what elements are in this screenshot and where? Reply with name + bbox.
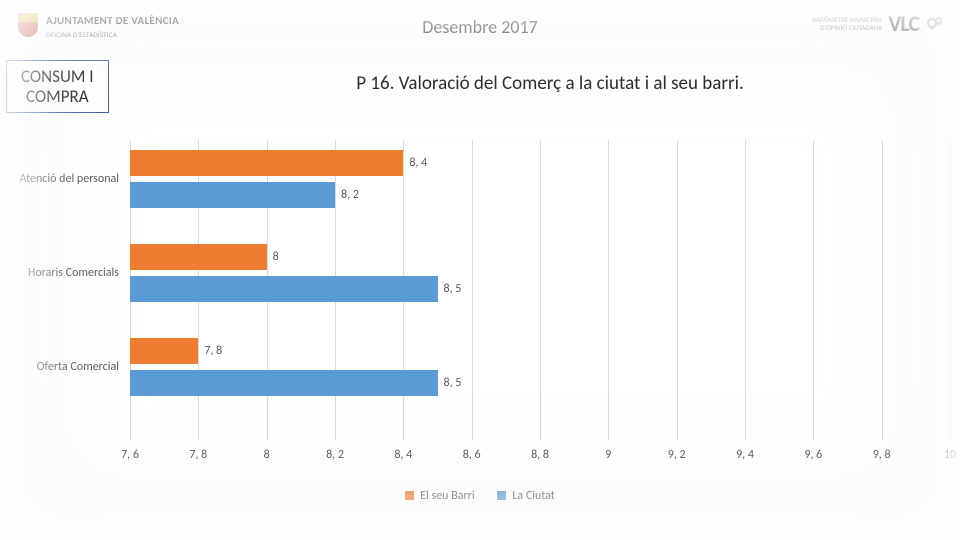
bar-value-label: 8, 5 bbox=[438, 376, 462, 390]
bar-value-label: 8, 5 bbox=[438, 282, 462, 296]
bar bbox=[130, 244, 267, 270]
chart-title: P 16. Valoració del Comerç a la ciutat i… bbox=[200, 72, 900, 96]
gridline bbox=[677, 140, 678, 440]
legend-swatch-1 bbox=[497, 491, 506, 500]
bar-value-label: 8 bbox=[267, 250, 279, 264]
vlc-text: VLC bbox=[888, 10, 919, 37]
right-logo: BARÒMETRE MUNICIPAL D'OPINIÓ CIUTADANA V… bbox=[812, 10, 942, 37]
x-tick-label: 9 bbox=[605, 448, 611, 462]
x-tick-label: 9, 8 bbox=[873, 448, 891, 462]
bar-value-label: 8, 2 bbox=[335, 188, 359, 202]
x-tick-label: 7, 8 bbox=[189, 448, 207, 462]
gridline bbox=[950, 140, 951, 440]
pin-icon bbox=[925, 14, 942, 33]
x-tick-label: 10 bbox=[944, 448, 956, 462]
gridline bbox=[540, 140, 541, 440]
bar-value-label: 8, 4 bbox=[403, 156, 427, 170]
slide: AJUNTAMENT DE VALÈNCIA OFICINA D'ESTADÍS… bbox=[0, 0, 960, 540]
gridline bbox=[813, 140, 814, 440]
bar bbox=[130, 150, 403, 176]
legend-label-0: El seu Barri bbox=[420, 489, 474, 503]
x-tick-label: 8, 6 bbox=[463, 448, 481, 462]
legend-item-1: La Ciutat bbox=[497, 489, 555, 503]
gridline bbox=[472, 140, 473, 440]
bar-value-label: 7, 8 bbox=[198, 344, 222, 358]
gridline bbox=[745, 140, 746, 440]
x-tick-label: 8, 2 bbox=[326, 448, 344, 462]
bar bbox=[130, 182, 335, 208]
legend: El seu Barri La Ciutat bbox=[0, 489, 960, 505]
x-tick-label: 8 bbox=[264, 448, 270, 462]
legend-item-0: El seu Barri bbox=[405, 489, 474, 503]
section-tag: CONSUM I COMPRA bbox=[6, 60, 109, 113]
x-tick-label: 8, 8 bbox=[531, 448, 549, 462]
gridline bbox=[882, 140, 883, 440]
chart: 7, 6 7, 8 8 8, 2 8, 4 8, 6 8, 8 9 9, 2 9, 4 9, 6 9,… bbox=[0, 140, 960, 510]
x-tick-label: 9, 2 bbox=[668, 448, 686, 462]
header: AJUNTAMENT DE VALÈNCIA OFICINA D'ESTADÍS… bbox=[0, 8, 960, 42]
bar bbox=[130, 276, 438, 302]
plot-area: 7, 67, 888, 28, 48, 68, 899, 29, 49, 69,… bbox=[130, 140, 950, 470]
legend-swatch-0 bbox=[405, 491, 414, 500]
x-tick-label: 9, 4 bbox=[736, 448, 754, 462]
bar bbox=[130, 370, 438, 396]
x-tick-label: 8, 4 bbox=[394, 448, 412, 462]
category-label: Horaris Comercials bbox=[0, 266, 125, 280]
bar bbox=[130, 338, 198, 364]
x-tick-label: 7, 6 bbox=[121, 448, 139, 462]
category-label: Atenció del personal bbox=[0, 172, 125, 186]
right-logo-sub: BARÒMETRE MUNICIPAL D'OPINIÓ CIUTADANA bbox=[812, 16, 882, 31]
legend-label-1: La Ciutat bbox=[512, 489, 555, 503]
gridline bbox=[608, 140, 609, 440]
x-tick-label: 9, 6 bbox=[804, 448, 822, 462]
category-label: Oferta Comercial bbox=[0, 360, 125, 374]
